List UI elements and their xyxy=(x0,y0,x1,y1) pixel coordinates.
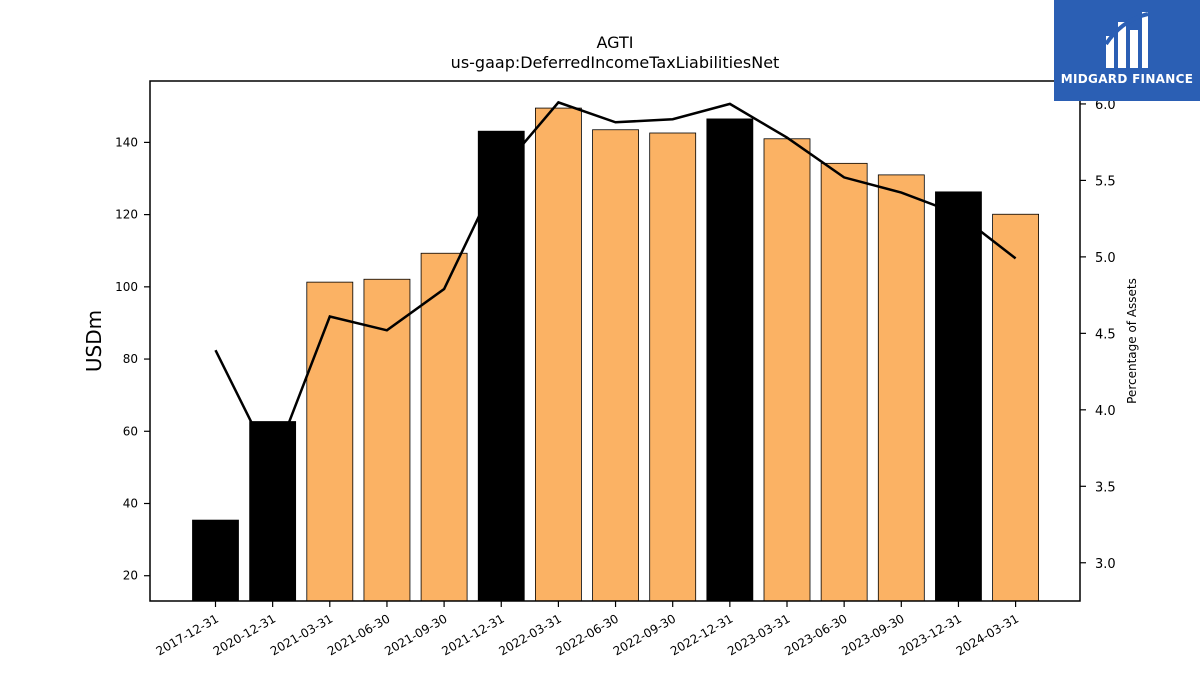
bar-2022-09-30 xyxy=(649,132,697,602)
bar-2023-09-30 xyxy=(877,174,925,602)
y2-tick-label: 4.5 xyxy=(1095,327,1116,342)
x-axis: 2017-12-312020-12-312021-03-312021-06-30… xyxy=(154,601,1021,658)
x-tick-label: 2021-06-30 xyxy=(325,611,392,658)
bar-2022-12-31 xyxy=(706,118,754,602)
y2-tick-label: 5.0 xyxy=(1095,251,1116,266)
x-tick-label: 2022-09-30 xyxy=(611,611,678,658)
y2-tick-label: 5.5 xyxy=(1095,174,1116,189)
x-tick-label: 2021-12-31 xyxy=(439,611,506,658)
x-tick-label: 2023-09-30 xyxy=(839,611,906,658)
y2-tick-label: 3.0 xyxy=(1095,557,1116,572)
y-tick-label: 80 xyxy=(123,352,138,366)
y-tick-label: 40 xyxy=(123,497,138,511)
bar-2023-03-31 xyxy=(763,138,811,602)
y2-axis-label: Percentage of Assets xyxy=(1125,278,1139,404)
bar-2017-12-31 xyxy=(192,519,239,602)
x-tick-label: 2023-03-31 xyxy=(725,611,792,658)
y-tick-label: 60 xyxy=(123,424,138,438)
y2-tick-label: 4.0 xyxy=(1095,404,1116,419)
bar-2022-03-31 xyxy=(535,107,582,602)
x-tick-label: 2020-12-31 xyxy=(211,611,278,658)
bar-group xyxy=(192,107,1039,602)
x-tick-label: 2021-09-30 xyxy=(382,611,449,658)
x-tick-label: 2022-12-31 xyxy=(668,611,735,658)
line-group xyxy=(214,100,1017,468)
bar-2020-12-31 xyxy=(249,421,297,602)
logo-mark-icon xyxy=(1104,12,1149,68)
x-tick-label: 2022-03-31 xyxy=(496,611,563,658)
logo-text: MIDGARD FINANCE xyxy=(1060,72,1194,86)
y-tick-label: 120 xyxy=(115,208,138,222)
chart-subtitle: us-gaap:DeferredIncomeTaxLiabilitiesNet xyxy=(451,53,780,72)
x-tick-label: 2024-03-31 xyxy=(954,611,1021,658)
percentage-line xyxy=(214,100,1017,468)
bar-2021-03-31 xyxy=(306,281,354,602)
x-tick-label: 2023-06-30 xyxy=(782,611,849,658)
bar-2022-06-30 xyxy=(592,129,639,602)
logo: MIDGARD FINANCE xyxy=(1054,0,1200,101)
bar-2021-06-30 xyxy=(363,278,411,602)
x-tick-label: 2021-03-31 xyxy=(268,611,335,658)
right-axis: 3.0 3.5 4.0 4.5 5.0 5.5 6.0 xyxy=(1080,98,1116,572)
bar-2024-03-31 xyxy=(992,213,1039,602)
y-axis-label: USDm xyxy=(82,310,106,372)
y-tick-label: 100 xyxy=(115,280,138,294)
left-axis: 20 40 60 80 100 120 140 xyxy=(115,135,150,583)
chart-title: AGTI xyxy=(597,33,634,52)
y2-tick-label: 3.5 xyxy=(1095,480,1116,495)
bar-2023-12-31 xyxy=(935,191,982,602)
y2-tick-label: 6.0 xyxy=(1095,98,1116,113)
bar-2021-12-31 xyxy=(477,130,525,602)
x-tick-label: 2022-06-30 xyxy=(554,611,621,658)
bar-2023-06-30 xyxy=(820,162,868,602)
x-tick-label: 2017-12-31 xyxy=(154,611,221,658)
bar-2021-09-30 xyxy=(420,252,468,602)
x-tick-label: 2023-12-31 xyxy=(897,611,964,658)
y-tick-label: 140 xyxy=(115,135,138,149)
y-tick-label: 20 xyxy=(123,569,138,583)
